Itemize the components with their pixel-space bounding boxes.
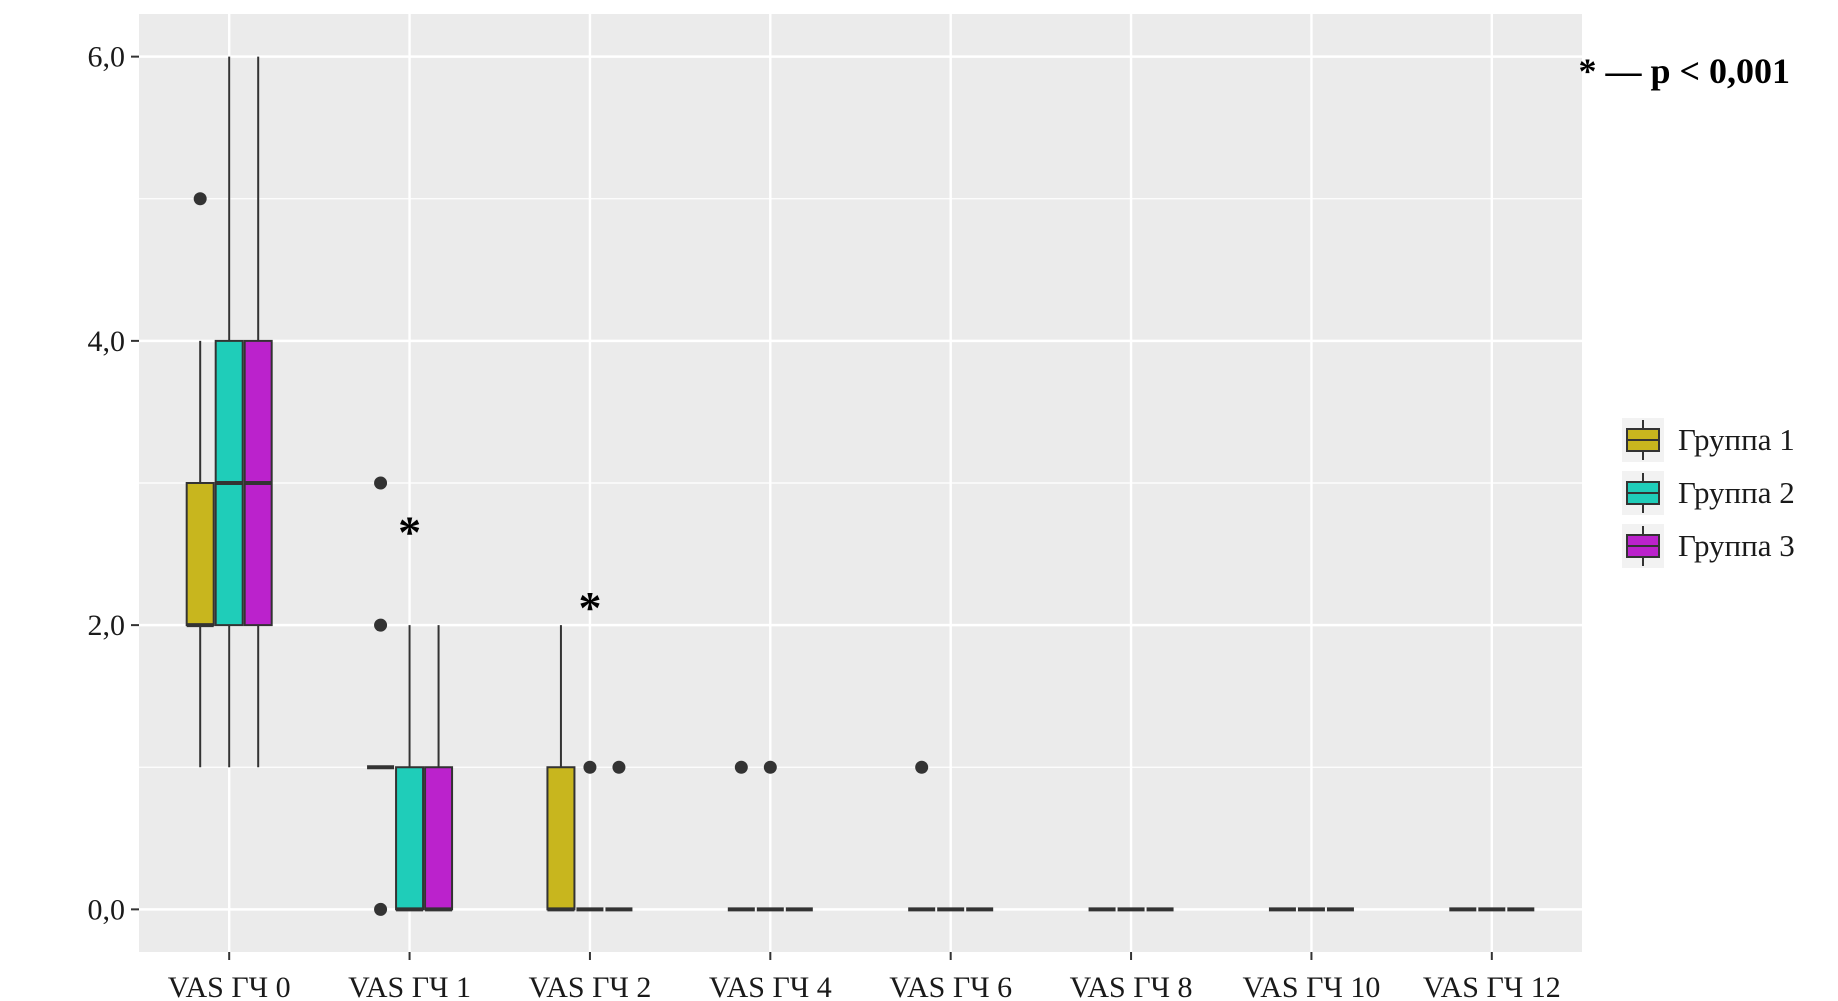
box-body [546,766,576,911]
legend-label: Группа 3 [1678,528,1795,563]
y-tick-label: 6,0 [88,41,126,74]
y-tick-label: 0,0 [88,893,126,926]
box-3-1 [243,56,273,768]
plot-marks [185,56,1535,916]
y-tick-label: 4,0 [88,325,126,358]
box-3-2 [424,625,454,912]
box-body [185,482,215,627]
legend-label: Группа 2 [1678,475,1795,510]
box-3-3 [605,760,633,912]
axes: 0,0 2,0 4,0 6,0 VAS ГЧ 0 VAS ГЧ 1 VAS ГЧ 2 VAS … [88,41,1561,1001]
x-tick-label: VAS ГЧ 6 [889,971,1012,1001]
outlier-point [374,902,388,916]
x-tick-label: VAS ГЧ 2 [528,971,651,1001]
x-tick-label: VAS ГЧ 4 [709,971,832,1001]
outlier-point [612,760,626,774]
outlier-point [583,760,597,774]
outlier-point [193,192,207,206]
box-2-2 [395,625,425,912]
x-tick-label: VAS ГЧ 8 [1070,971,1193,1001]
x-tick-label: VAS ГЧ 0 [168,971,291,1001]
outlier-point [915,760,929,774]
x-tick-label: VAS ГЧ 1 [348,971,471,1001]
significance-asterisk: * [578,582,601,633]
box-1-4 [727,760,755,912]
outlier-point [763,760,777,774]
legend-item-1: Группа 1 [1622,418,1795,462]
legend-item-2: Группа 2 [1622,471,1795,515]
box-1-1 [185,192,215,768]
x-tick-label: VAS ГЧ 12 [1423,971,1561,1001]
box-1-5 [908,760,936,912]
outlier-point [374,618,388,632]
significance-note: * — p < 0,001 [1578,51,1790,91]
x-tick-label: VAS ГЧ 10 [1242,971,1380,1001]
box-body [395,766,425,911]
significance-marks: ** [398,507,601,633]
box-1-3 [546,625,576,912]
box-2-1 [214,56,244,768]
box-body [424,766,454,911]
outlier-point [734,760,748,774]
legend-label: Группа 1 [1678,422,1795,457]
box-2-3 [576,760,604,912]
box-1-2 [367,476,395,916]
y-tick-label: 2,0 [88,609,126,642]
box-2-4 [756,760,784,912]
significance-asterisk: * [398,507,421,558]
outlier-point [374,476,388,490]
legend-item-3: Группа 3 [1622,524,1795,568]
legend: Группа 1 Группа 2 Группа 3 [1622,418,1795,568]
